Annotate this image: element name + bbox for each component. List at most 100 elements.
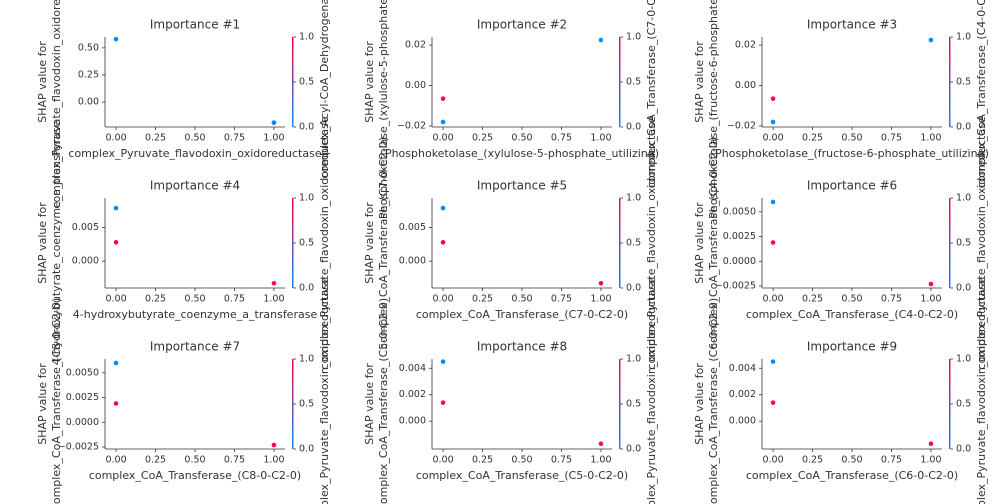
y-tick-label: 0.000 (399, 256, 426, 267)
y-axis-label: SHAP value for (36, 41, 49, 123)
y-tick-label: −0.02 (397, 120, 426, 131)
x-tick-label: 0.75 (551, 133, 572, 144)
point (113, 36, 119, 42)
y-tick-label: 0.02 (735, 40, 756, 51)
y-axis-label: complex_CoA_Transferase_(C7-0-C2-0) (377, 137, 390, 349)
x-axis-label: complex_CoA_Transferase_(C6-0-C2-0) (746, 469, 958, 482)
colorbar-tick-label: 0.5 (299, 77, 314, 88)
x-tick-label: 0.25 (802, 294, 823, 305)
x-tick-label: 0.00 (105, 294, 126, 305)
colorbar-tick-label: 1.0 (956, 193, 971, 204)
y-axis-label: SHAP value for (693, 202, 706, 284)
point (770, 400, 776, 405)
y-axis-label: SHAP value for (36, 363, 49, 445)
colorbar-tick-label: 0.5 (956, 77, 971, 88)
x-tick-label: 0.00 (762, 455, 783, 466)
x-tick-label: 0.00 (762, 133, 783, 144)
x-tick-label: 0.00 (762, 294, 783, 305)
colorbar-tick-label: 0.0 (299, 283, 314, 294)
y-tick-label: 0.002 (399, 389, 426, 400)
x-tick-label: 0.75 (224, 133, 245, 144)
colorbar-tick-label: 0.5 (626, 399, 641, 410)
colorbar (619, 359, 621, 449)
y-tick-label: −0.02 (727, 120, 756, 131)
x-tick-label: 0.00 (432, 294, 453, 305)
point (928, 37, 934, 43)
point (598, 280, 604, 286)
colorbar-tick-label: 0.5 (956, 238, 971, 249)
colorbar-tick-label: 1.0 (626, 32, 641, 43)
subplot-title: Importance #8 (477, 340, 567, 354)
point (440, 400, 446, 405)
point (598, 37, 604, 43)
colorbar-label: complex_Pyruvate_flavodoxin_oxidoreducta… (975, 116, 988, 369)
x-tick-label: 0.75 (551, 294, 572, 305)
subplot-title: Importance #1 (150, 18, 240, 32)
point (598, 441, 604, 447)
y-tick-label: 0.0025 (723, 231, 756, 242)
colorbar (949, 37, 951, 127)
colorbar (292, 37, 294, 127)
subplot: Importance #5 0.00 0.25 0.50 0.75 1.00 0.000 0.… (363, 116, 658, 369)
x-tick-label: 1.00 (920, 294, 941, 305)
x-axis-label: complex_CoA_Transferase_(C5-0-C2-0) (416, 469, 628, 482)
subplot: Importance #7 0.00 0.25 0.50 0.75 1.00 −0.0025… (36, 277, 331, 504)
y-axis-label: complex_Pyruvate_flavodoxin_oxidoreducta… (50, 0, 63, 209)
colorbar (619, 198, 621, 288)
colorbar-tick-label: 0.0 (299, 122, 314, 133)
subplot-title: Importance #6 (807, 179, 897, 193)
y-axis-label: complex_CoA_Transferase_(C4-0-C2-0) (707, 137, 720, 349)
y-tick-label: 0.00 (78, 97, 99, 108)
point (113, 205, 119, 211)
x-tick-label: 0.50 (841, 455, 862, 466)
colorbar-tick-label: 0.0 (626, 283, 641, 294)
y-tick-label: −0.0025 (58, 442, 99, 453)
y-tick-label: 0.25 (78, 69, 99, 80)
subplot: Importance #6 0.00 0.25 0.50 0.75 1.00 −0.0025… (693, 116, 988, 369)
subplot-title: Importance #3 (807, 18, 897, 32)
y-tick-label: 0.50 (78, 42, 99, 53)
y-tick-label: 0.02 (405, 40, 426, 51)
x-axis-label: complex_CoA_Transferase_(C4-0-C2-0) (746, 308, 958, 321)
y-axis-label: Phosphoketolase_(xylulose-5-phosphate_ut… (377, 0, 390, 219)
colorbar-tick-label: 1.0 (299, 32, 314, 43)
point (928, 281, 934, 287)
x-tick-label: 0.00 (432, 133, 453, 144)
y-tick-label: 0.005 (72, 222, 99, 233)
x-axis-label: 4-hydroxybutyrate_coenzyme_a_transferase (73, 308, 318, 321)
point (928, 441, 934, 447)
x-tick-label: 0.50 (841, 294, 862, 305)
colorbar-tick-label: 0.5 (626, 77, 641, 88)
subplot: Importance #4 0.00 0.25 0.50 0.75 1.00 0.000 0.… (36, 116, 331, 369)
x-tick-label: 1.00 (590, 133, 611, 144)
y-axis-label: SHAP value for (363, 202, 376, 284)
x-tick-label: 1.00 (920, 133, 941, 144)
colorbar-tick-label: 1.0 (299, 354, 314, 365)
colorbar (619, 37, 621, 127)
x-tick-label: 1.00 (590, 294, 611, 305)
y-axis-label: SHAP value for (693, 41, 706, 123)
colorbar-label: complex_Pyruvate_flavodoxin_oxidoreducta… (645, 277, 658, 504)
x-tick-label: 0.50 (511, 133, 532, 144)
point (271, 280, 277, 286)
x-tick-label: 0.75 (881, 294, 902, 305)
point (271, 442, 277, 448)
subplot-title: Importance #2 (477, 18, 567, 32)
x-tick-label: 0.50 (511, 455, 532, 466)
y-tick-label: 0.0000 (723, 256, 756, 267)
colorbar (292, 198, 294, 288)
colorbar-tick-label: 0.5 (626, 238, 641, 249)
subplot: Importance #3 0.00 0.25 0.50 0.75 1.00 −0.02 0.… (693, 0, 989, 219)
colorbar-tick-label: 0.0 (626, 122, 641, 133)
y-tick-label: 0.002 (729, 389, 756, 400)
x-tick-label: 0.25 (472, 133, 493, 144)
colorbar-tick-label: 1.0 (956, 32, 971, 43)
point (770, 96, 776, 101)
y-axis-label: 4-hydroxybutyrate_coenzyme_a_transferase (50, 121, 63, 366)
point (770, 119, 776, 125)
subplot: Importance #9 0.00 0.25 0.50 0.75 1.00 0.000 0.… (693, 277, 988, 504)
x-tick-label: 0.25 (802, 133, 823, 144)
x-tick-label: 1.00 (263, 294, 284, 305)
colorbar-tick-label: 1.0 (626, 354, 641, 365)
